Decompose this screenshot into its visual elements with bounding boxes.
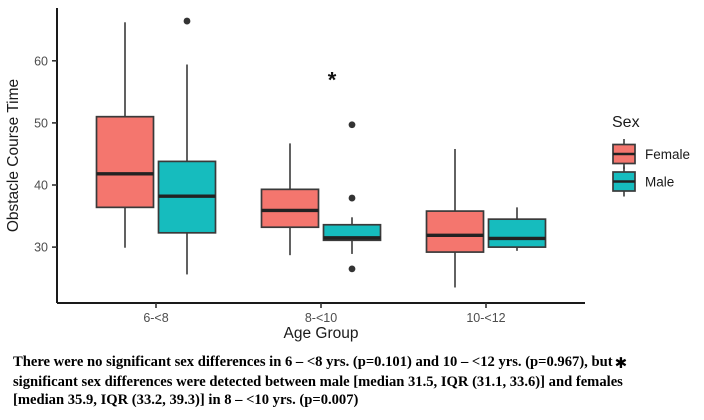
x-tick-label: 6-<8 [143, 311, 168, 325]
box-male-0-outlier [183, 17, 191, 25]
box-female-0-iqr [95, 115, 155, 209]
caption-line-1-text: There were no significant sex difference… [13, 354, 613, 370]
box-female-1-iqr [260, 188, 320, 229]
box-male-1-outlier [348, 194, 356, 202]
box-female-2-iqr [425, 210, 485, 253]
x-tick-label: 8-<10 [305, 311, 337, 325]
significance-asterisk-caption: ✱ [614, 354, 628, 372]
boxplot-chart: 30 40 50 60 6-<8 8-<10 10-<12 Obstacle Course T… [5, 8, 690, 342]
legend-label-female: Female [645, 147, 690, 162]
caption-line-2: significant sex differences were detecte… [13, 373, 623, 390]
y-axis-title: Obstacle Course Time [5, 79, 22, 232]
y-tick-label: 30 [34, 241, 48, 255]
y-tick-label: 40 [34, 179, 48, 193]
significance-asterisk: * [328, 67, 337, 92]
x-tick-label: 10-<12 [466, 311, 505, 325]
figure-caption: There were no significant sex difference… [13, 353, 704, 410]
box-male-2-iqr [487, 218, 547, 248]
x-axis-title: Age Group [284, 325, 359, 342]
legend-title: Sex [612, 114, 640, 131]
caption-line-3: [median 35.9, IQR (33.2, 39.3)] in 8 – <… [13, 392, 359, 409]
box-male-1-outlier [348, 121, 356, 129]
caption-line-1: There were no significant sex difference… [13, 353, 704, 373]
box-male-1-outlier [348, 265, 356, 273]
legend-label-male: Male [645, 175, 674, 190]
y-tick-label: 50 [34, 116, 48, 130]
y-tick-label: 60 [34, 54, 48, 68]
